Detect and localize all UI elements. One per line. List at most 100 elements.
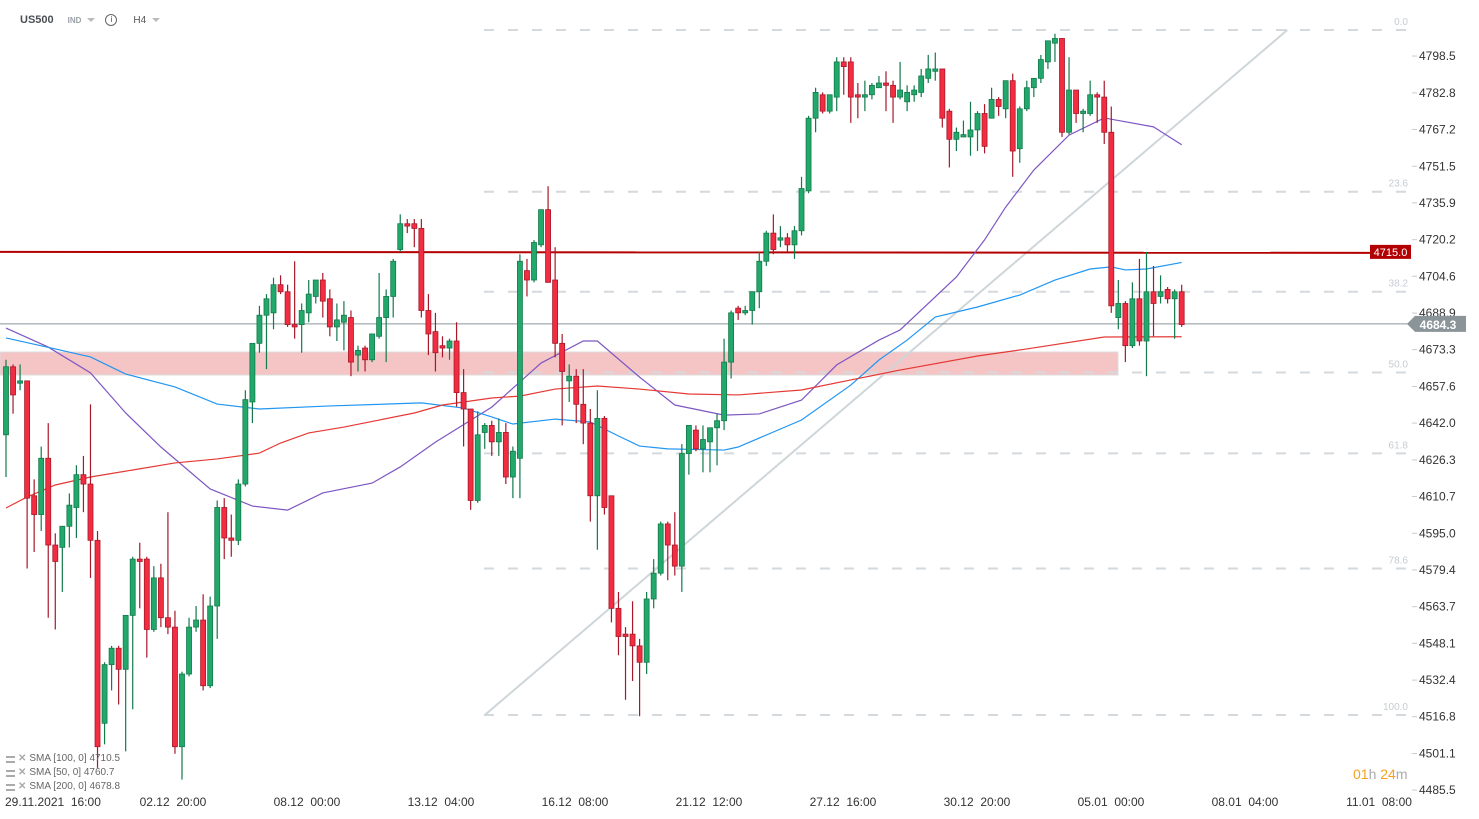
time-tick-label: 30.12 20:00 [944,795,1011,809]
candle-bearish [1094,92,1101,123]
resistance-line [0,250,1371,254]
price-tick-label: 4642.0 [1419,416,1456,430]
candle-body [1136,298,1143,342]
candle-bearish [80,455,87,513]
candle-bullish [38,446,45,531]
fib-level-label: 38.2 [1389,279,1409,290]
support-zone[interactable] [0,351,1119,376]
symbol-name[interactable]: US500 [20,14,54,26]
price-tick-label: 4501.1 [1419,747,1456,761]
candle-body [798,188,805,232]
candle-body [17,380,23,384]
candle-body [876,82,882,89]
sma-line [5,261,1182,451]
candle-body [890,84,896,98]
candle-body [826,94,833,112]
candle-bearish [693,425,699,452]
candle-body [221,507,228,539]
candle-bearish [1178,284,1185,327]
candle-body [883,82,889,86]
chevron-down-icon[interactable] [152,18,161,22]
current-price-tag [1407,315,1466,332]
candle-bullish [974,111,981,152]
price-axis[interactable]: 4798.5 4782.8 4767.2 4751.5 4735.9 4720.2 4704… [1412,49,1456,797]
timeframe-selector[interactable]: H4 [133,14,147,26]
candle-body [1143,291,1150,342]
close-icon[interactable]: ✕ [18,767,27,778]
candle-bullish [833,57,840,112]
candle-bearish [326,289,333,337]
time-tick-label: 21.12 12:00 [676,795,743,809]
candle-bullish [305,280,312,323]
candle-bullish [59,525,66,592]
candle-body [284,291,291,325]
close-icon[interactable]: ✕ [18,753,27,764]
candle-bearish [1164,287,1171,304]
candle-bearish [854,83,861,119]
price-tick-label: 4735.9 [1419,196,1456,210]
candle-bullish [101,662,108,745]
price-tick-label: 4704.6 [1419,269,1456,283]
candle-body [157,577,164,619]
price-tick-label: 4751.5 [1419,159,1456,173]
candle-bullish [650,559,657,609]
candle-body [1108,131,1115,307]
candle-body [566,375,573,382]
time-tick-label: 16.12 08:00 [542,795,609,809]
candle-body [1066,89,1072,133]
candle-bullish [1087,80,1094,116]
candle-bearish [552,247,559,358]
candle-body [432,331,439,354]
indicator-value: 4710.5 [89,753,121,764]
settings-list-icon[interactable] [6,769,15,777]
indicator-label: SMA [100, 0] [29,753,87,764]
candle-body [861,94,868,98]
candle-body [312,279,319,297]
chevron-down-icon[interactable] [87,18,96,22]
candle-bullish [678,444,685,592]
settings-list-icon[interactable] [6,783,15,791]
candle-bullish [1045,40,1051,69]
candle-body [509,450,516,478]
candle-bearish [580,369,587,445]
candle-bullish [270,277,277,330]
settings-list-icon[interactable] [6,755,15,763]
candle-bearish [601,416,608,515]
candle-body [87,483,94,541]
candle-body [678,453,685,567]
candle-bearish [284,284,291,327]
close-icon[interactable]: ✕ [18,781,27,792]
candle-body [362,347,368,361]
fibonacci-retracement[interactable]: 0.0 23.6 38.2 50.0 61.8 78.6 100.0 [484,17,1409,717]
candle-bullish [298,303,305,353]
candle-bullish [249,342,256,424]
candle-bullish [1023,80,1030,112]
sma-lines [5,117,1183,511]
candle-body [812,92,819,119]
indicator-sma-50: ✕ SMA [50, 0] 4760.7 [6,766,120,780]
time-tick-label: 08.01 04:00 [1212,795,1279,809]
candle-body [749,291,756,311]
candle-body [1059,38,1065,133]
candle-body [904,92,911,103]
candle-bullish [1143,251,1150,377]
candle-bearish [453,322,460,407]
candle-bearish [31,479,38,553]
candle-body [59,525,66,548]
info-icon[interactable]: i [105,14,118,26]
zone-rect [0,351,1119,376]
time-axis[interactable]: 29.11.2021 16:00 02.12 20:00 08.12 00:00 13… [5,795,1412,809]
instrument-type[interactable]: IND [67,15,82,25]
candle-body [517,260,523,459]
candle-body [326,298,333,328]
candle-body [805,117,812,192]
candle-bullish [531,240,537,283]
candle-body [481,425,488,433]
candle-bullish [369,333,375,363]
candle-body [31,495,38,515]
candle-body [474,434,481,501]
candle-body [179,673,185,748]
candle-body [953,131,960,140]
candle-bearish [418,219,425,318]
